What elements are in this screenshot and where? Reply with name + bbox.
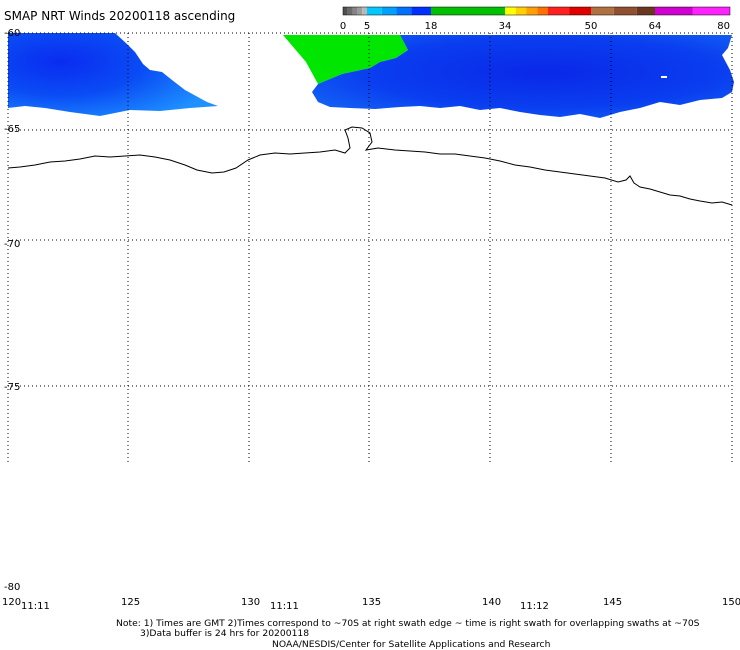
lon-label-135: 135 xyxy=(362,597,381,608)
lat-label-75: -75 xyxy=(4,382,20,393)
lon-labels: 120 125 130 135 140 145 150 xyxy=(2,597,740,608)
swath-time-label: 11:11 xyxy=(270,601,299,612)
colorbar-segment xyxy=(636,7,655,15)
lon-label-150: 150 xyxy=(722,597,740,608)
lat-label-70: -70 xyxy=(4,239,20,250)
swath-time-label: 11:12 xyxy=(520,601,549,612)
colorbar-tick-label: 34 xyxy=(499,21,512,32)
colorbar-segment xyxy=(347,7,353,15)
colorbar-segment xyxy=(411,7,431,15)
note-line-2: 3)Data buffer is 24 hrs for 20200118 xyxy=(140,628,309,639)
note-line-3: NOAA/NESDIS/Center for Satellite Applica… xyxy=(272,639,551,650)
colorbar-tick-label: 5 xyxy=(364,21,370,32)
lon-label-130: 130 xyxy=(241,597,260,608)
wind-speed-colorbar: 0 5 18 34 50 64 80 xyxy=(340,6,731,32)
colorbar-segment xyxy=(569,7,591,15)
colorbar-tick-label: 64 xyxy=(649,21,662,32)
colorbar-segment xyxy=(396,7,412,15)
colorbar-segment xyxy=(367,7,382,15)
swath-speck xyxy=(661,76,667,78)
colorbar-segment xyxy=(431,7,505,15)
right-swath-blue xyxy=(312,35,734,118)
colorbar-segment xyxy=(591,7,614,15)
swath-time-label: 11:11 xyxy=(21,601,50,612)
lat-labels: -60 -65 -70 -75 -80 xyxy=(4,28,20,593)
colorbar-tick-label: 80 xyxy=(717,21,730,32)
left-swath-blue xyxy=(8,33,218,116)
colorbar-segment xyxy=(357,7,363,15)
right-swath-green xyxy=(283,35,408,84)
lon-label-125: 125 xyxy=(121,597,140,608)
swath-times: 11:11 11:11 11:12 xyxy=(21,601,549,612)
colorbar-segment xyxy=(548,7,570,15)
colorbar-segment xyxy=(515,7,527,15)
footnotes: Note: 1) Times are GMT 2)Times correspon… xyxy=(116,618,700,650)
lat-label-80: -80 xyxy=(4,582,20,593)
colorbar-segment xyxy=(692,7,730,15)
antarctic-coastline xyxy=(7,126,733,206)
lon-label-120: 120 xyxy=(2,597,21,608)
wind-swaths xyxy=(8,33,734,118)
colorbar-segment xyxy=(526,7,538,15)
lon-label-140: 140 xyxy=(482,597,501,608)
colorbar-segment xyxy=(381,7,397,15)
lon-label-145: 145 xyxy=(603,597,622,608)
colorbar-segment xyxy=(655,7,693,15)
lat-label-60: -60 xyxy=(4,28,20,39)
map-title: SMAP NRT Winds 20200118 ascending xyxy=(4,9,235,23)
note-line-1: Note: 1) Times are GMT 2)Times correspon… xyxy=(116,618,700,629)
colorbar-segment xyxy=(343,7,348,15)
lat-label-65: -65 xyxy=(4,124,20,135)
colorbar-segment xyxy=(352,7,358,15)
colorbar-tick-label: 18 xyxy=(425,21,438,32)
colorbar-segment xyxy=(537,7,548,15)
colorbar-frame xyxy=(342,6,731,16)
colorbar-segment xyxy=(613,7,637,15)
colorbar-segment xyxy=(505,7,516,15)
graticule xyxy=(7,32,733,465)
colorbar-segment xyxy=(362,7,367,15)
colorbar-tick-label: 0 xyxy=(340,21,346,32)
colorbar-tick-label: 50 xyxy=(585,21,598,32)
